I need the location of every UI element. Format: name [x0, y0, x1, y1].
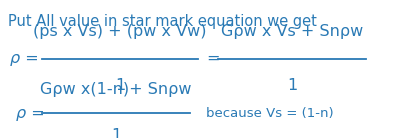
Text: 1: 1: [287, 78, 297, 93]
Text: Gρw x(1-n)+ Snρw: Gρw x(1-n)+ Snρw: [40, 82, 192, 97]
Text: Gρw x Vs + Snρw: Gρw x Vs + Snρw: [221, 24, 363, 39]
Text: Put All value in star mark equation we get: Put All value in star mark equation we g…: [8, 14, 317, 29]
Text: ρ =: ρ =: [10, 51, 39, 66]
Text: 1: 1: [111, 128, 121, 138]
Text: because Vs = (1-n): because Vs = (1-n): [206, 107, 334, 120]
Text: (ps x Vs) + (pw x Vw): (ps x Vs) + (pw x Vw): [33, 24, 207, 39]
Text: =: =: [206, 51, 220, 66]
Text: 1: 1: [115, 78, 125, 93]
Text: ρ =: ρ =: [16, 106, 45, 121]
